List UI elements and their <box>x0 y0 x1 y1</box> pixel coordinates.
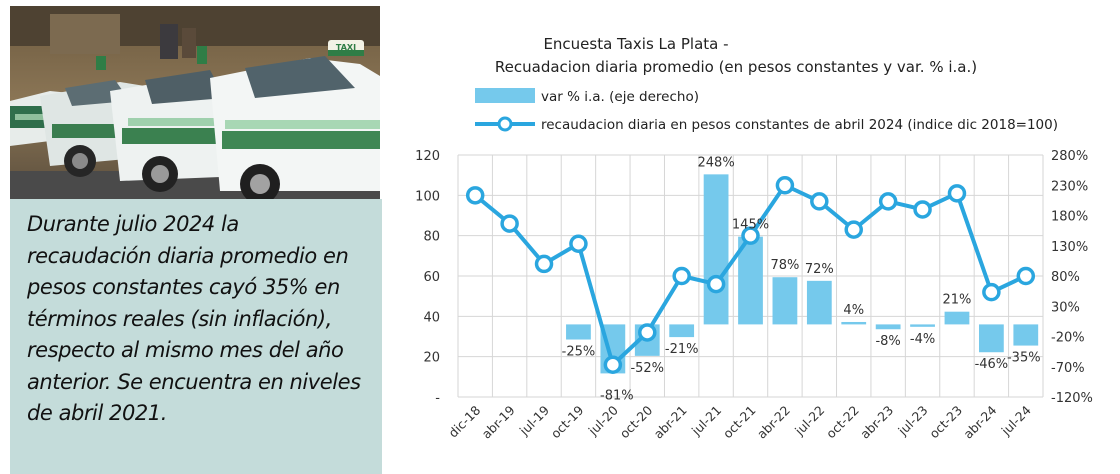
taxi-mid <box>110 70 245 192</box>
bar-data-label: 4% <box>843 303 864 318</box>
y-left-tick-label: 40 <box>423 310 440 325</box>
line-point <box>603 355 623 374</box>
bar <box>738 236 763 325</box>
bar <box>841 321 867 325</box>
x-tick-label: jul-21 <box>688 403 724 439</box>
bar <box>1013 324 1039 346</box>
x-tick-label: oct-21 <box>720 403 759 442</box>
legend: var % i.a. (eje derecho) recaudacion dia… <box>475 88 1058 133</box>
y-right-tick-label: 280% <box>1051 149 1088 164</box>
line-point <box>844 220 863 239</box>
y-right-tick-label: 80% <box>1051 270 1080 285</box>
summary-note: Durante julio 2024 la recaudación diaria… <box>10 199 382 474</box>
y-left-tick-label: 120 <box>415 149 440 164</box>
y-right-tick-label: 130% <box>1051 240 1088 255</box>
line-point <box>706 274 726 294</box>
taxi-roof-sign: TAXI <box>336 43 356 52</box>
taxi-front: TAXI <box>210 40 380 199</box>
line-point <box>947 184 967 203</box>
bar-data-label: 145% <box>732 218 769 233</box>
legend-line-label: recaudacion diaria en pesos constantes d… <box>541 117 1058 133</box>
y-right-tick-label: 30% <box>1051 300 1080 315</box>
bar <box>910 324 935 327</box>
x-tick-label: abr-22 <box>754 403 793 442</box>
x-tick-label: jul-19 <box>516 402 552 438</box>
y-right-tick-label: 230% <box>1051 179 1088 194</box>
x-tick-label: jul-22 <box>791 403 827 439</box>
line-point <box>982 282 1001 302</box>
line-point <box>638 323 657 342</box>
bar-data-label: -46% <box>975 357 1009 372</box>
bar <box>978 324 1004 353</box>
line-point <box>1016 266 1036 286</box>
x-tick-label: dic-18 <box>445 402 483 440</box>
bar-data-label: 248% <box>698 155 735 170</box>
y-left-tick-label: 100 <box>415 189 440 204</box>
y-right-tick-label: -20% <box>1051 331 1085 346</box>
line-point <box>465 186 485 205</box>
line-point <box>878 192 898 211</box>
line-point <box>534 254 554 274</box>
bar <box>566 324 591 340</box>
bar <box>806 280 832 325</box>
bar-data-label: -81% <box>600 388 634 403</box>
bar-data-label: -25% <box>562 345 596 360</box>
bar <box>703 174 729 325</box>
line-series <box>465 176 1036 374</box>
data-labels: -25% -81% -52%-21% 248% 145% 78% 72% 4% -8% -4% 21… <box>562 155 1041 403</box>
legend-bar-swatch <box>475 88 535 103</box>
line-point <box>741 226 760 245</box>
line-point <box>913 200 932 219</box>
x-tick-label: abr-23 <box>857 403 896 442</box>
bar <box>944 311 970 325</box>
legend-line-marker <box>497 116 513 132</box>
y-left-tick-label: 20 <box>423 351 440 366</box>
chart-subtitle: Recuadacion diaria promedio (en pesos co… <box>495 58 977 76</box>
bar <box>669 324 695 338</box>
taxi-photo: TAXI <box>10 6 380 199</box>
bar-data-label: 72% <box>805 262 834 277</box>
x-tick-label: abr-21 <box>651 403 690 442</box>
line-point <box>775 176 795 195</box>
x-tick-label: oct-20 <box>617 402 656 441</box>
x-tick-label: jul-20 <box>585 402 621 438</box>
y-right-tick-label: 180% <box>1051 210 1088 225</box>
bar-data-label: -8% <box>875 334 900 349</box>
x-tick-label: jul-23 <box>894 403 930 439</box>
bar-data-label: -21% <box>665 342 699 357</box>
chart: Encuesta Taxis La Plata - Recuadacion di… <box>415 35 1093 442</box>
y-left-tick-label: 60 <box>423 270 440 285</box>
summary-text: Durante julio 2024 la recaudación diaria… <box>27 212 361 425</box>
x-tick-label: abr-24 <box>960 402 999 441</box>
bar-data-label: 21% <box>943 293 972 308</box>
x-tick-label: oct-19 <box>548 402 587 441</box>
bar-data-label: -4% <box>910 332 935 347</box>
legend-bar-label: var % i.a. (eje derecho) <box>541 89 699 105</box>
y-left-tick-label: - <box>435 391 440 406</box>
y-right-tick-label: -120% <box>1051 391 1093 406</box>
y-right-tick-label: -70% <box>1051 361 1085 376</box>
x-tick-label: abr-19 <box>479 402 518 441</box>
line-point <box>810 192 829 211</box>
line-point <box>569 234 588 253</box>
bar-data-label: 78% <box>770 258 799 273</box>
chart-title: Encuesta Taxis La Plata - <box>543 35 728 53</box>
x-tick-label: jul-24 <box>998 402 1034 438</box>
bar <box>772 277 798 325</box>
bar-data-label: -52% <box>630 361 664 376</box>
line-point <box>672 266 691 286</box>
x-tick-label: oct-22 <box>823 403 862 442</box>
bar <box>875 324 901 330</box>
y-left-tick-label: 80 <box>423 230 440 245</box>
line-point <box>500 214 519 233</box>
bar-data-label: -35% <box>1007 351 1041 366</box>
x-tick-label: oct-23 <box>926 403 965 442</box>
